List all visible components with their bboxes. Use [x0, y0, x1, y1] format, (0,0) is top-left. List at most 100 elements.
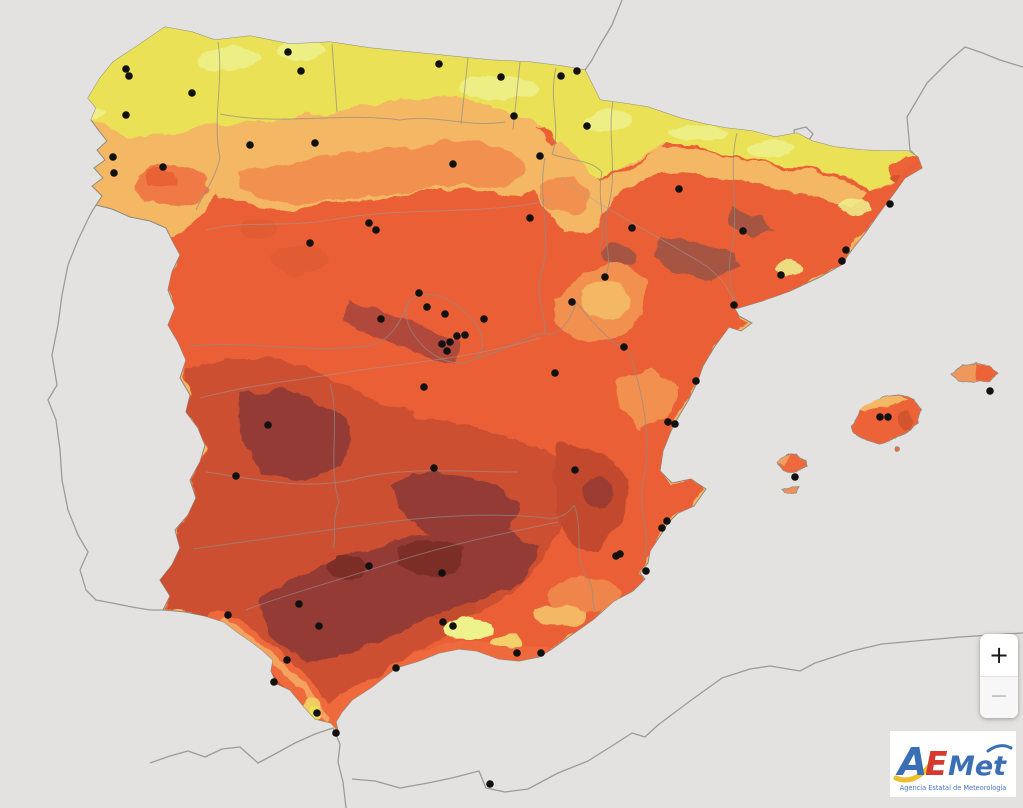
station-dot [392, 664, 400, 672]
station-dot [838, 257, 846, 265]
station-dot [297, 67, 305, 75]
map-zoom-control: + − [980, 634, 1018, 718]
station-dot [246, 141, 254, 149]
station-dot [884, 413, 892, 421]
station-dot [486, 780, 494, 788]
station-dot [453, 332, 461, 340]
station-dot [675, 185, 683, 193]
station-dot [583, 122, 591, 130]
station-dot [110, 169, 118, 177]
formentera [781, 484, 801, 494]
station-dot [628, 224, 636, 232]
station-dot [435, 60, 443, 68]
river-guadalquivir [245, 521, 559, 611]
logo-letter-e: E [925, 744, 948, 783]
station-dot [513, 649, 521, 657]
station-dot [886, 200, 894, 208]
station-dot [188, 89, 196, 97]
river-duero [205, 199, 553, 231]
neighbour-coastlines [47, 0, 1023, 808]
station-dot [365, 562, 373, 570]
station-dot [449, 160, 457, 168]
station-dot [620, 343, 628, 351]
rivers [199, 177, 738, 611]
station-dot [446, 338, 454, 346]
river-tajo [199, 337, 541, 399]
station-dot [313, 709, 321, 717]
station-dot [443, 347, 451, 355]
station-dot [510, 112, 518, 120]
station-dot [438, 340, 446, 348]
station-dot [224, 611, 232, 619]
station-dot [372, 226, 380, 234]
station-dot [283, 656, 291, 664]
station-dot [730, 301, 738, 309]
station-dot [642, 567, 650, 575]
station-dot [109, 153, 117, 161]
station-dot [480, 315, 488, 323]
station-dot [284, 48, 292, 56]
station-dot [125, 72, 133, 80]
station-dot [306, 239, 314, 247]
station-dot [270, 678, 278, 686]
station-dot [461, 331, 469, 339]
station-dot [159, 163, 167, 171]
station-dot [122, 111, 130, 119]
cabrera [894, 446, 900, 452]
station-dot [568, 298, 576, 306]
logo-letter-a: A [895, 740, 927, 784]
station-dot [232, 472, 240, 480]
river-ebro [559, 177, 738, 313]
station-dot [438, 569, 446, 577]
station-dot [616, 550, 624, 558]
portugal-coast [47, 204, 163, 611]
station-dot [551, 369, 559, 377]
station-dot [557, 72, 565, 80]
station-dot [842, 246, 850, 254]
africa-coast-east [351, 632, 1023, 793]
station-dot [658, 524, 666, 532]
logo-t-bar [986, 744, 1013, 753]
station-dot [791, 473, 799, 481]
river-guadiana [205, 470, 519, 485]
station-dot [264, 421, 272, 429]
station-dot [573, 67, 581, 75]
logo-yellow-swoosh [893, 760, 935, 783]
station-dot [663, 517, 671, 525]
station-dot [876, 413, 884, 421]
aemet-logo: A E Met Agencia Estatal de Meteorología [890, 731, 1016, 797]
station-dot [311, 139, 319, 147]
station-dot [365, 219, 373, 227]
africa-coast-west [149, 727, 347, 808]
station-dot [601, 273, 609, 281]
logo-letters-met: Met [948, 751, 1007, 782]
station-dot [537, 649, 545, 657]
france-mediterranean-coast [906, 46, 1023, 156]
station-dot [664, 418, 672, 426]
station-dot [315, 622, 323, 630]
station-dot [526, 214, 534, 222]
station-dot [295, 600, 303, 608]
station-dot [423, 303, 431, 311]
zoom-in-button[interactable]: + [988, 640, 1010, 669]
station-dot [739, 227, 747, 235]
station-dot [449, 622, 457, 630]
station-dot [122, 65, 130, 73]
zoom-out-button[interactable]: − [980, 675, 1018, 718]
station-dot [497, 73, 505, 81]
france-atlantic-coast [584, 0, 623, 71]
admin-boundaries [189, 41, 738, 613]
station-dot [332, 729, 340, 737]
station-dot [441, 310, 449, 318]
station-dot [986, 387, 994, 395]
station-dot [536, 152, 544, 160]
station-dot [377, 315, 385, 323]
station-dot [571, 466, 579, 474]
stations-layer [109, 48, 994, 788]
station-dot [420, 383, 428, 391]
station-dot [415, 289, 423, 297]
logo-subtitle: Agencia Estatal de Meteorología [900, 784, 1007, 792]
station-dot [777, 271, 785, 279]
station-dot [692, 377, 700, 385]
